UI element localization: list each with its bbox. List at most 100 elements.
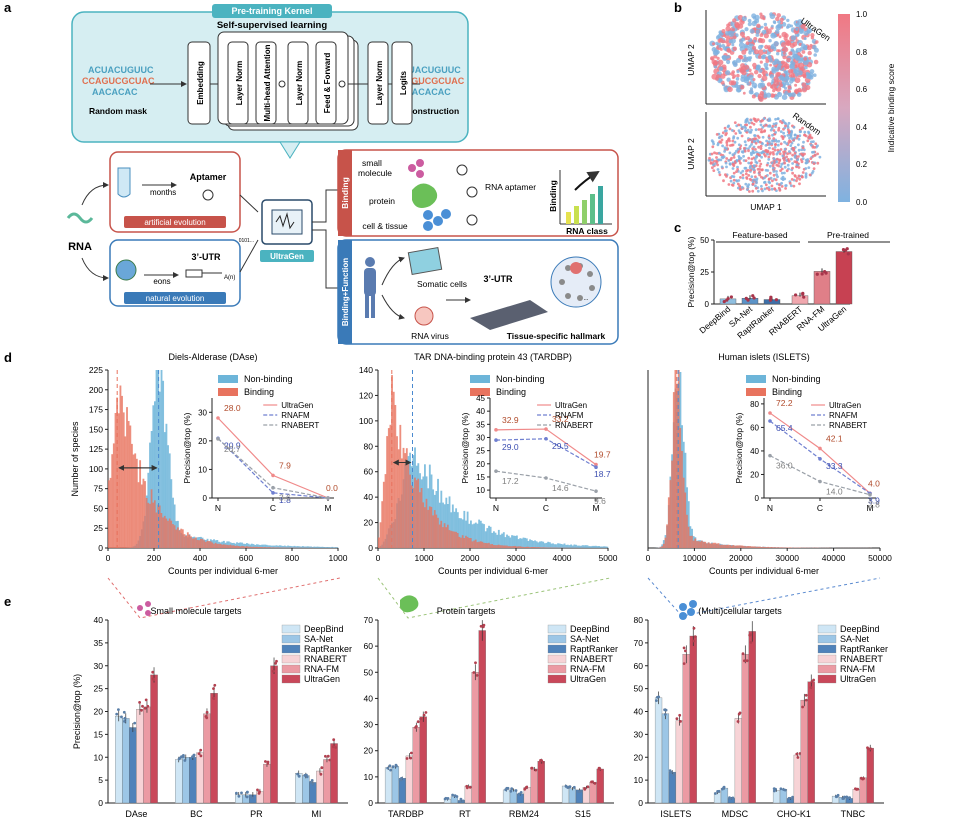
e-ytick-label: 70 (364, 615, 374, 625)
c-ytick-label: 25 (700, 268, 709, 277)
d-hist-binding (671, 460, 674, 548)
d-hist-nonbinding (535, 541, 538, 548)
d-inset-value-label: 14.6 (552, 483, 569, 493)
umap-point (804, 65, 808, 70)
d-hist-binding (407, 461, 410, 548)
umap-point (790, 35, 797, 41)
d-inset-point (818, 479, 822, 484)
umap-point (754, 128, 758, 132)
d-legend-label: Non-binding (772, 374, 821, 384)
umap-point (782, 46, 789, 53)
e-legend-swatch (281, 664, 301, 674)
d-hist-binding (237, 546, 240, 548)
d-xtick-label: 5000 (599, 553, 618, 563)
umap-point (759, 91, 765, 96)
e-point (848, 796, 851, 800)
e-point (482, 623, 486, 627)
kernel-title: Pre-training Kernel (231, 6, 312, 16)
d-xtick-label: 400 (193, 553, 207, 563)
d-hist-nonbinding (267, 545, 270, 548)
d-hist-nonbinding (278, 545, 281, 548)
d-hist-binding (186, 532, 189, 548)
e-point (682, 646, 686, 650)
d-inset-ytick-label: 0 (755, 494, 760, 503)
e-bar-UltraGen (537, 761, 545, 804)
d-hist-binding (229, 544, 232, 548)
d-inset-value-label: 29.5 (552, 441, 569, 451)
umap-point (784, 86, 788, 90)
e-point (525, 785, 529, 789)
e-point (504, 788, 508, 792)
umap-point (801, 157, 805, 161)
e-point (453, 794, 457, 798)
e-point (332, 738, 336, 742)
d-hist-binding (267, 547, 270, 548)
umap-point (768, 181, 772, 185)
umap-point (711, 158, 714, 162)
umap-point (770, 187, 774, 191)
d-hist-nonbinding (264, 544, 266, 548)
umap-point (766, 28, 772, 35)
umap-point (786, 126, 790, 129)
umap-point (746, 188, 749, 192)
umap-point (801, 50, 806, 54)
umap-point (774, 143, 777, 147)
d-hist-binding (677, 370, 680, 548)
d-hist-nonbinding (509, 537, 512, 548)
umap-point (781, 31, 787, 38)
umap-point (730, 175, 734, 178)
umap-point (813, 73, 817, 77)
d-hist-nonbinding (461, 519, 464, 548)
d-hist-binding (188, 534, 191, 548)
d-hist-nonbinding (303, 546, 306, 548)
umap-point (794, 90, 799, 94)
e-point (271, 669, 275, 673)
d-inset-ytick-label: 20 (750, 470, 759, 479)
d-hist-nonbinding (586, 545, 589, 548)
e-ytick-label: 70 (634, 638, 644, 648)
e-legend-swatch (281, 634, 301, 644)
umap-point (795, 165, 798, 169)
umap-point (783, 165, 787, 169)
umap-point (797, 174, 801, 178)
umap-point (771, 179, 774, 183)
umap-point (752, 168, 756, 172)
umap-point (812, 167, 816, 171)
umap-point (725, 165, 728, 169)
umap-point (813, 146, 816, 149)
e-point (115, 712, 119, 716)
umap-point (721, 131, 725, 135)
umap-point (717, 136, 721, 140)
colorbar-ticks: 1.0 0.8 0.6 0.4 0.2 0.0 (856, 10, 868, 207)
d-hist-nonbinding (532, 541, 535, 548)
d-hist-nonbinding (583, 545, 586, 548)
umap-point (809, 157, 813, 161)
d-hist-binding (422, 502, 425, 548)
umap-point (778, 24, 783, 29)
d-hist-binding (394, 405, 397, 548)
umap-point (765, 186, 769, 190)
umap-point (798, 130, 802, 134)
umap-point (751, 45, 757, 51)
umap-point (734, 21, 740, 28)
e-ytick-label: 30 (634, 729, 644, 739)
umap-point (752, 139, 756, 143)
e-bar-UltraGen (689, 635, 697, 804)
umap-point (755, 154, 758, 158)
d-hist-nonbinding (255, 544, 258, 548)
umap-point (759, 147, 763, 151)
d-inset-ylabel: Precision@top (%) (460, 412, 470, 483)
e-point (679, 720, 682, 723)
d-hist-nonbinding (157, 370, 160, 548)
e-bar-UltraGen (270, 665, 278, 804)
e-point (783, 788, 787, 792)
d-hist-binding (787, 547, 790, 548)
e-point (334, 746, 338, 749)
d-hist-nonbinding (575, 544, 577, 548)
e-bar-RNA-FM (471, 672, 479, 804)
umap-point (786, 57, 791, 63)
reconstruction-label: Reconstruction (397, 106, 459, 116)
umap-point (721, 44, 726, 48)
umap-point (754, 148, 757, 151)
umap-point (797, 148, 801, 152)
